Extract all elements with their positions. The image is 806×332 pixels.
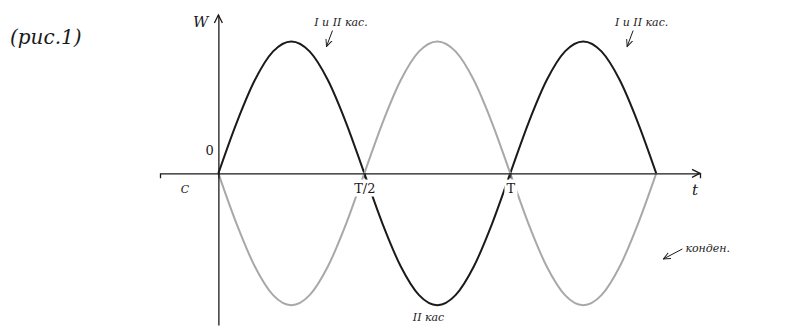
axis-arrow (692, 169, 700, 177)
annotation: I и II кас. (313, 16, 367, 29)
annotations: I и II кас. I и II кас. II кас конден. C (181, 16, 730, 324)
x-tick-mark (218, 173, 219, 178)
annotation: C (181, 183, 190, 196)
annotation: I и II кас. (614, 16, 668, 29)
x-tick-mark (364, 173, 365, 178)
x-tick: T (504, 173, 517, 196)
x-tick: T/2 (352, 173, 377, 196)
chart: 0 T/2 T Wt (рис.1) I и II кас. I и II кас. II к… (0, 0, 806, 332)
axis-arrow (214, 15, 222, 23)
y-axis (218, 16, 219, 326)
y-axis-title: W (193, 13, 210, 31)
annotation: II кас (412, 311, 444, 324)
x-axis-line (161, 174, 701, 179)
annotation-arrow (326, 31, 332, 47)
label-patch (504, 180, 517, 197)
x-tick-label: 0 (206, 143, 214, 158)
x-tick-label: T (506, 181, 515, 196)
x-tick-mark (510, 173, 511, 178)
x-tick: 0 (206, 143, 219, 178)
label-patch (352, 180, 377, 197)
x-axis-title: t (692, 181, 699, 199)
annotation-arrow (627, 31, 633, 47)
title: (рис.1) (10, 25, 82, 49)
y-axis-line (218, 16, 219, 326)
annotation: конден. (685, 242, 730, 255)
annotation-arrow (663, 249, 682, 259)
x-axis: 0 T/2 T (161, 143, 701, 196)
x-tick-label: T/2 (354, 181, 375, 196)
